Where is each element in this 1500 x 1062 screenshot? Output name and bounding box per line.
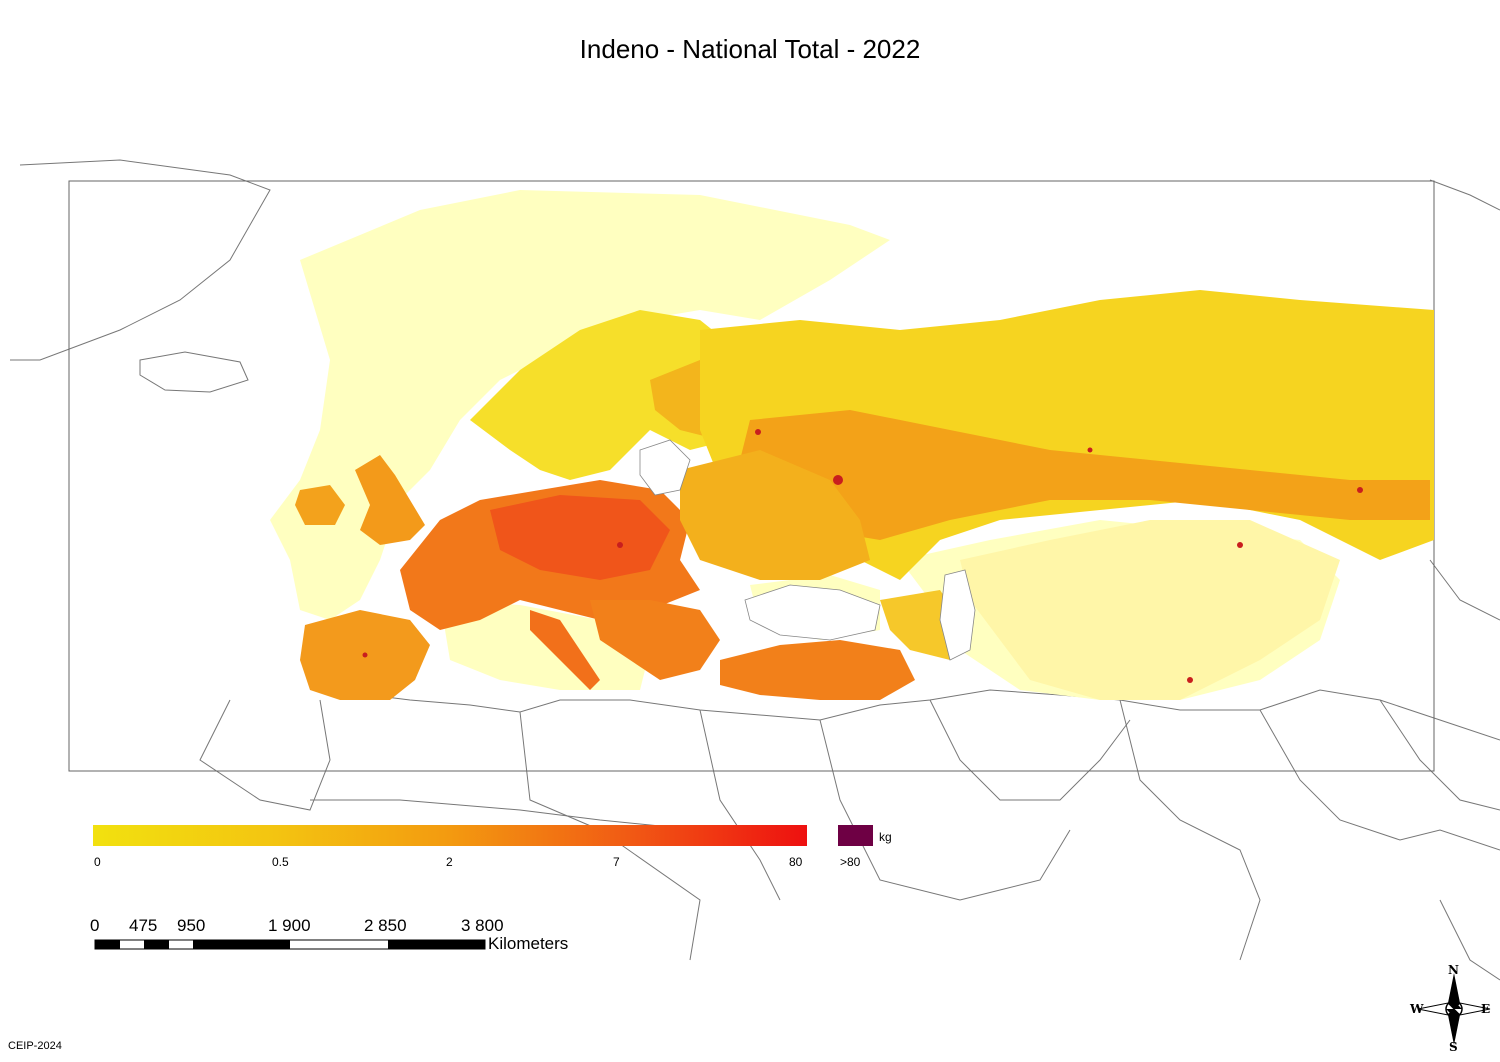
color-legend-bar (93, 825, 807, 846)
scale-label: 950 (177, 916, 206, 935)
scale-label: 475 (129, 916, 158, 935)
land-emissions (295, 290, 1434, 700)
legend-tick: 0.5 (272, 855, 289, 869)
compass-rose: N S E W (1408, 963, 1500, 1055)
compass-e: E (1481, 1002, 1491, 1016)
compass-w: W (1410, 1002, 1424, 1016)
legend-unit: kg (879, 830, 892, 844)
legend-over-label: >80 (840, 855, 861, 869)
legend-tick: 0 (94, 855, 101, 869)
scale-bar-segments (94, 939, 486, 950)
compass-n: N (1448, 963, 1459, 977)
map-title: Indeno - National Total - 2022 (579, 34, 921, 64)
hotspots (362, 429, 1363, 683)
scale-unit: Kilometers (488, 934, 569, 953)
water-bodies (639, 439, 976, 661)
country-outlines (10, 159, 1500, 981)
compass-icon (1417, 973, 1491, 1045)
compass-s: S (1449, 1040, 1458, 1054)
sea-area (270, 190, 890, 620)
legend-over-swatch (838, 825, 873, 846)
scale-label: 0 (90, 916, 100, 935)
scale-label: 1 900 (268, 916, 311, 935)
legend-tick: 2 (446, 855, 453, 869)
scale-label: 2 850 (364, 916, 407, 935)
legend-tick: 7 (613, 855, 620, 869)
credit-label: CEIP-2024 (8, 1040, 62, 1052)
legend-tick: 80 (789, 855, 803, 869)
scale-label: 3 800 (461, 916, 504, 935)
